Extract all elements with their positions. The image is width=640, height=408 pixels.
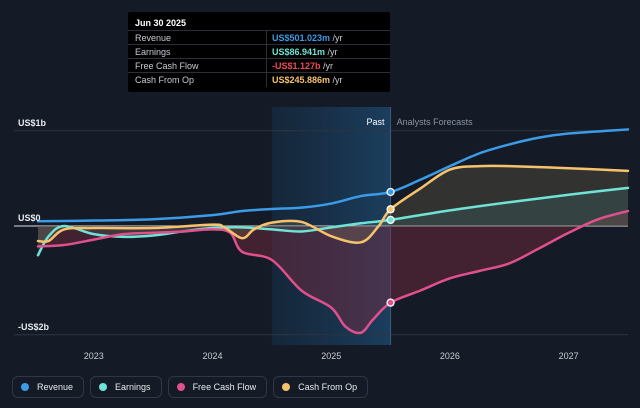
past-label: Past — [367, 117, 386, 127]
tooltip-date: Jun 30 2025 — [135, 18, 187, 28]
data-point-cash-from-op — [386, 205, 395, 214]
legend: Revenue Earnings Free Cash Flow Cash Fro… — [12, 376, 369, 398]
tooltip-label: Free Cash Flow — [135, 61, 199, 71]
x-tick-label: 2024 — [202, 351, 222, 361]
x-tick-label: 2023 — [84, 351, 104, 361]
x-tick-label: 2025 — [321, 351, 341, 361]
y-axis-label: US$1b — [18, 118, 47, 128]
tooltip-value: -US$1.127b — [272, 61, 321, 71]
tooltip-label: Earnings — [135, 47, 171, 57]
tooltip-row-revenue: Revenue US$501.023m /yr — [128, 30, 390, 45]
data-point-free-cash-flow — [386, 298, 395, 307]
legend-label: Revenue — [37, 382, 74, 392]
tooltip-unit: /yr — [325, 47, 338, 57]
legend-dot-icon — [21, 383, 29, 391]
tooltip-unit: /yr — [330, 75, 343, 85]
tooltip-unit: /yr — [320, 61, 334, 71]
tooltip-unit: /yr — [330, 33, 343, 43]
legend-label: Cash From Op — [298, 382, 358, 392]
tooltip: Jun 30 2025 Revenue US$501.023m /yr Earn… — [128, 12, 390, 92]
tooltip-row-cash-from-op: Cash From Op US$245.886m /yr — [128, 72, 390, 87]
legend-item-earnings[interactable]: Earnings — [90, 376, 162, 398]
forecast-label: Analysts Forecasts — [397, 117, 474, 127]
legend-item-cash-from-op[interactable]: Cash From Op — [273, 376, 369, 398]
legend-dot-icon — [282, 383, 291, 391]
area-earnings — [38, 187, 628, 256]
area-free-cash-flow — [38, 211, 628, 333]
legend-item-free-cash-flow[interactable]: Free Cash Flow — [167, 376, 268, 398]
legend-label: Earnings — [115, 382, 151, 392]
tooltip-value: US$86.941m — [272, 47, 326, 57]
tooltip-label: Revenue — [135, 33, 172, 43]
area-cash-from-op — [38, 165, 628, 243]
tooltip-label: Cash From Op — [135, 75, 195, 85]
legend-item-revenue[interactable]: Revenue — [12, 376, 85, 398]
series-line-revenue — [36, 128, 630, 223]
tooltip-row-earnings: Earnings US$86.941m /yr — [128, 44, 390, 59]
y-axis-label: US$0 — [18, 213, 41, 223]
legend-label: Free Cash Flow — [192, 382, 257, 392]
x-tick-label: 2027 — [559, 351, 579, 361]
tooltip-value: US$245.886m — [272, 75, 331, 85]
series-line-cash-from-op — [36, 164, 630, 244]
data-point-revenue — [386, 187, 395, 197]
tooltip-row-free-cash-flow: Free Cash Flow -US$1.127b /yr — [128, 58, 390, 73]
tooltip-value: US$501.023m — [272, 33, 331, 43]
data-point-earnings — [386, 215, 395, 225]
x-tick-label: 2026 — [440, 351, 460, 361]
y-axis-label: -US$2b — [18, 322, 50, 332]
legend-dot-icon — [99, 383, 108, 391]
legend-dot-icon — [176, 383, 185, 391]
series-line-free-cash-flow — [36, 209, 630, 335]
